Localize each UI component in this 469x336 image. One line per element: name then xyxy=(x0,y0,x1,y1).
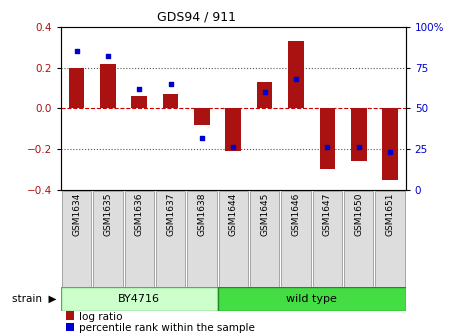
Text: GSM1637: GSM1637 xyxy=(166,193,175,236)
Point xyxy=(292,76,300,82)
Bar xyxy=(319,109,335,169)
Point xyxy=(104,53,112,59)
Text: GSM1634: GSM1634 xyxy=(72,193,81,236)
Text: strain  ▶: strain ▶ xyxy=(12,294,56,304)
Bar xyxy=(163,94,179,109)
Text: wild type: wild type xyxy=(286,294,337,304)
Text: GSM1645: GSM1645 xyxy=(260,193,269,236)
Point xyxy=(355,145,363,150)
Point xyxy=(167,81,174,87)
FancyBboxPatch shape xyxy=(250,191,280,288)
Text: GSM1635: GSM1635 xyxy=(104,193,113,236)
Bar xyxy=(257,82,272,109)
FancyBboxPatch shape xyxy=(313,191,342,288)
Text: GSM1646: GSM1646 xyxy=(292,193,301,236)
Text: percentile rank within the sample: percentile rank within the sample xyxy=(79,323,255,333)
FancyBboxPatch shape xyxy=(156,191,185,288)
FancyBboxPatch shape xyxy=(93,191,123,288)
Point xyxy=(324,145,331,150)
Text: GSM1651: GSM1651 xyxy=(386,193,394,236)
Bar xyxy=(69,68,84,109)
Point xyxy=(73,49,80,54)
Text: GSM1636: GSM1636 xyxy=(135,193,144,236)
Bar xyxy=(382,109,398,180)
FancyBboxPatch shape xyxy=(375,191,405,288)
Bar xyxy=(226,109,241,151)
Text: GSM1638: GSM1638 xyxy=(197,193,206,236)
FancyBboxPatch shape xyxy=(219,191,248,288)
FancyBboxPatch shape xyxy=(61,287,218,311)
Text: GDS94 / 911: GDS94 / 911 xyxy=(158,10,236,23)
Text: GSM1647: GSM1647 xyxy=(323,193,332,236)
Point xyxy=(261,89,268,95)
Bar xyxy=(194,109,210,125)
FancyBboxPatch shape xyxy=(62,191,91,288)
FancyBboxPatch shape xyxy=(344,191,373,288)
Point xyxy=(230,145,237,150)
FancyBboxPatch shape xyxy=(218,287,406,311)
FancyBboxPatch shape xyxy=(187,191,217,288)
Bar xyxy=(288,41,304,109)
Bar xyxy=(131,96,147,109)
Bar xyxy=(100,64,116,109)
Point xyxy=(386,150,394,155)
Point xyxy=(198,135,206,140)
FancyBboxPatch shape xyxy=(125,191,154,288)
Point xyxy=(136,86,143,91)
Text: GSM1650: GSM1650 xyxy=(354,193,363,236)
FancyBboxPatch shape xyxy=(281,191,311,288)
Bar xyxy=(351,109,366,161)
Text: log ratio: log ratio xyxy=(79,311,122,322)
Text: BY4716: BY4716 xyxy=(118,294,160,304)
Text: GSM1644: GSM1644 xyxy=(229,193,238,236)
